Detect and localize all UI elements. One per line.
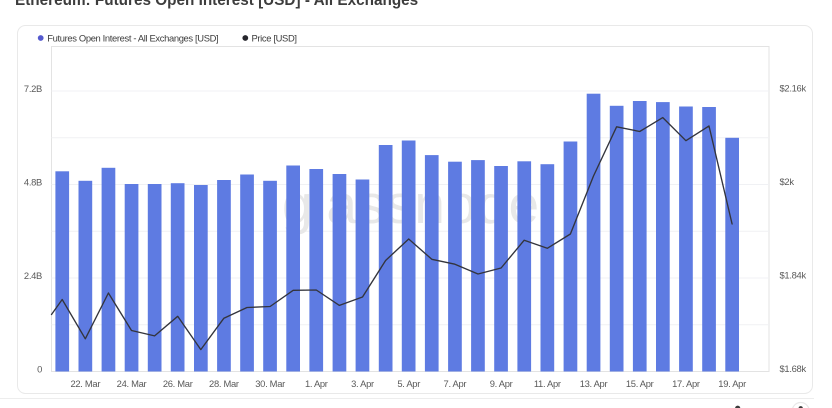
- svg-text:Futures Open Interest - All Ex: Futures Open Interest - All Exchanges [U…: [47, 32, 218, 43]
- svg-text:28. Mar: 28. Mar: [209, 378, 239, 389]
- svg-text:19. Apr: 19. Apr: [718, 378, 746, 389]
- svg-text:$1.68k: $1.68k: [780, 363, 807, 374]
- svg-text:$2.16k: $2.16k: [780, 83, 807, 94]
- svg-text:2.4B: 2.4B: [24, 270, 42, 281]
- svg-text:4.8B: 4.8B: [24, 177, 42, 188]
- svg-text:7. Apr: 7. Apr: [444, 378, 467, 389]
- svg-text:13. Apr: 13. Apr: [580, 378, 608, 389]
- svg-text:9. Apr: 9. Apr: [490, 378, 513, 389]
- svg-text:17. Apr: 17. Apr: [672, 378, 700, 389]
- svg-text:Ethereum: Futures Open Interes: Ethereum: Futures Open Interest [USD] - …: [15, 0, 418, 9]
- svg-text:1. Apr: 1. Apr: [305, 378, 328, 389]
- svg-text:30. Mar: 30. Mar: [255, 378, 285, 389]
- svg-text:15. Apr: 15. Apr: [626, 378, 654, 389]
- svg-text:7.2B: 7.2B: [24, 83, 42, 94]
- svg-text:5. Apr: 5. Apr: [397, 378, 420, 389]
- svg-text:22. Mar: 22. Mar: [70, 378, 100, 389]
- svg-text:3. Apr: 3. Apr: [351, 378, 374, 389]
- svg-text:11. Apr: 11. Apr: [534, 378, 561, 389]
- svg-text:26. Mar: 26. Mar: [163, 378, 193, 389]
- svg-text:0: 0: [37, 364, 42, 375]
- svg-text:Price [USD]: Price [USD]: [252, 32, 297, 43]
- svg-text:24. Mar: 24. Mar: [117, 378, 147, 389]
- svg-text:$2k: $2k: [780, 176, 795, 187]
- svg-text:$1.84k: $1.84k: [780, 270, 807, 281]
